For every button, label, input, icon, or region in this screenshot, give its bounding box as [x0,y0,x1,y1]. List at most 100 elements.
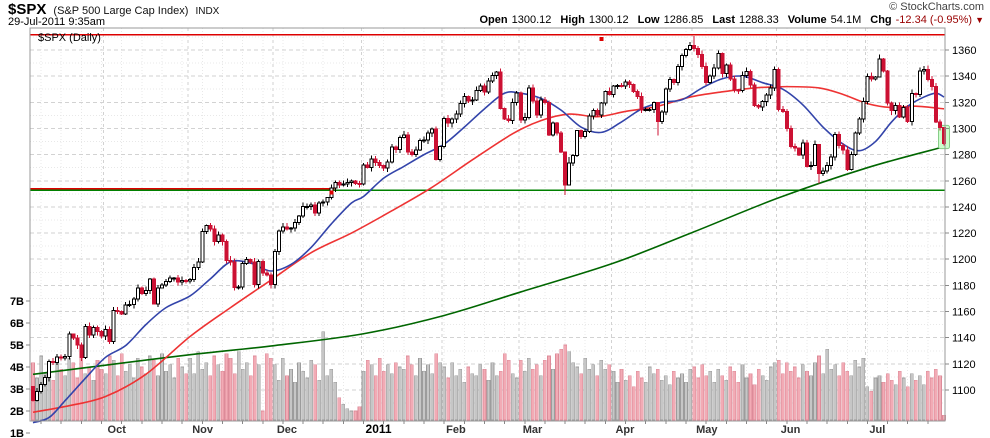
volume-bar [337,397,342,421]
annotation-handle[interactable] [329,190,334,195]
volume-bar [119,353,124,421]
volume-bar [724,379,729,421]
candle-body [353,180,358,185]
candle-body [280,226,285,232]
candle-body [514,92,519,103]
candle-body [921,69,926,72]
legend-label[interactable]: $SPX (Daily) [38,32,101,44]
volume-bar [764,379,769,421]
candle-body [692,44,697,49]
volume-bar [668,384,672,421]
price-axis-label: 1360 [952,45,976,57]
volume-bar [333,382,338,421]
candle-body [933,86,938,123]
volume-bar [789,371,793,421]
month-label[interactable]: 2011 [366,422,392,436]
month-label[interactable]: Nov [192,424,214,436]
plot-border [29,27,946,422]
volume-bar [853,360,858,421]
volume-bar [184,373,188,421]
month-label[interactable]: Oct [108,424,127,436]
candle-body [228,259,233,263]
candle-body [796,147,801,156]
month-label[interactable]: Jun [781,424,801,436]
volume-bar [482,368,487,421]
volume-bar [385,364,390,421]
candle-body [909,93,914,122]
candle-body [913,93,918,96]
month-label[interactable]: May [696,424,718,436]
volume-bar [688,368,692,421]
month-label[interactable]: Jul [869,424,885,436]
candle-body [79,344,84,359]
candle-body [821,170,826,175]
candle-body [937,121,942,129]
candle-body [83,325,88,359]
price-axis-label: 1240 [952,202,976,214]
volume-bar [164,371,168,421]
volume-bar [543,360,547,421]
candle-body [321,201,326,204]
candle-body [99,331,104,337]
volume-bar [309,360,313,421]
candle-body [264,272,269,276]
volume-bar [845,371,850,421]
volume-bar [273,364,277,421]
price-axis-label: 1180 [952,280,976,292]
annotation-handle[interactable] [599,36,604,41]
volume-bar [281,357,285,421]
candle-body [417,139,422,151]
volume-bar [877,375,882,421]
candle-body [71,333,76,339]
volume-bar [502,353,507,421]
candle-body [752,84,757,107]
volume-bar [329,368,334,421]
candle-body [905,106,910,122]
candle-body [559,132,564,153]
volume-bar [893,384,898,421]
volume-bar [144,373,148,421]
candle-body [357,183,362,186]
volume-bar [317,379,322,421]
candle-body [272,250,277,286]
month-label[interactable]: Apr [615,424,635,436]
candle-body [63,356,68,359]
month-label[interactable]: Dec [277,424,297,436]
candle-body [720,53,725,74]
candle-body [196,261,201,269]
volume-bar [514,377,519,421]
candle-body [224,241,229,261]
volume-bar [228,357,233,421]
volume-bar [547,355,551,421]
candle-body [131,298,136,306]
volume-bar [930,377,934,421]
price-axis-label: 1140 [952,333,976,345]
candle-body [438,146,443,160]
volume-bar [160,353,164,421]
volume-bar [571,362,575,421]
candle-body [409,151,414,155]
month-label[interactable]: Mar [523,424,543,436]
month-label[interactable]: Feb [446,424,466,436]
candle-body [925,69,930,81]
volume-bar [256,364,261,421]
volume-bar [531,368,535,421]
volume-axis-label: 4B [10,362,24,374]
quote-label: Chg [870,14,892,26]
candle-body [506,118,511,121]
volume-bar [240,368,245,421]
chg-dropdown-icon[interactable]: ▼ [975,15,984,25]
candle-body [917,70,922,96]
volume-bar [861,357,866,421]
volume-bar [607,364,612,421]
candle-body [365,164,370,168]
candle-body [337,181,342,186]
volume-bar [313,364,317,421]
candle-body [643,109,648,112]
volume-bar [59,368,64,421]
volume-bar [196,351,201,421]
volume-bar [168,364,172,421]
volume-bar [784,362,789,421]
price-axis-label: 1160 [952,307,976,319]
